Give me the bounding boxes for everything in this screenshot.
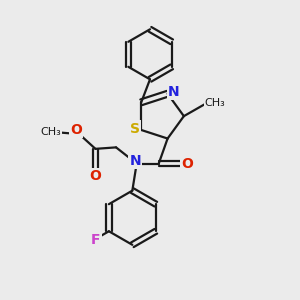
- Text: O: O: [70, 123, 82, 137]
- Text: N: N: [129, 154, 141, 168]
- Text: S: S: [130, 122, 140, 136]
- Text: F: F: [91, 233, 101, 247]
- Text: O: O: [182, 157, 193, 171]
- Text: O: O: [89, 169, 101, 183]
- Text: CH₃: CH₃: [204, 98, 225, 108]
- Text: CH₃: CH₃: [40, 127, 61, 137]
- Text: N: N: [168, 85, 179, 99]
